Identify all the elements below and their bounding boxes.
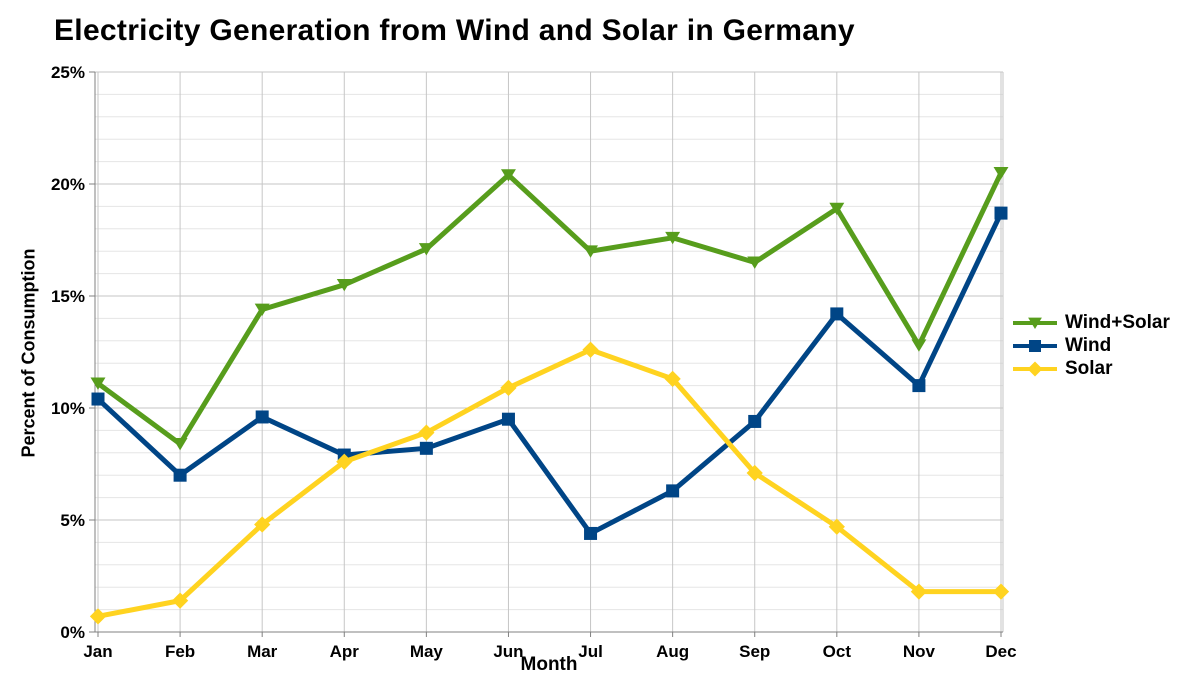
x-tick-label: Feb	[165, 642, 195, 661]
data-point-wind-solar	[254, 303, 270, 316]
y-tick-label: 10%	[51, 399, 85, 418]
data-point-wind	[666, 484, 680, 498]
y-tick-label: 15%	[51, 287, 85, 306]
legend-label: Solar	[1065, 357, 1113, 379]
data-point-wind	[91, 392, 105, 406]
y-tick-label: 0%	[60, 623, 85, 642]
x-tick-label: Jan	[83, 642, 112, 661]
y-tick-label: 20%	[51, 175, 85, 194]
x-axis-title: Month	[520, 654, 578, 675]
data-point-wind	[419, 441, 433, 455]
data-point-wind	[501, 412, 515, 426]
data-point-solar	[664, 370, 681, 388]
chart-title: Electricity Generation from Wind and Sol…	[54, 14, 855, 47]
series-line-wind	[96, 212, 1004, 537]
data-point-wind-solar	[583, 245, 599, 258]
data-point-solar	[500, 379, 517, 396]
data-point-solar	[910, 583, 928, 600]
series-line-solar	[97, 347, 1001, 619]
data-point-wind-solar	[172, 437, 188, 451]
data-point-wind	[255, 410, 269, 424]
x-tick-label: Mar	[247, 642, 278, 661]
data-point-solar	[418, 424, 435, 441]
wind-legend-marker-icon	[1012, 338, 1058, 354]
x-tick-label: Aug	[656, 642, 689, 661]
legend-label: Wind+Solar	[1065, 311, 1170, 333]
data-point-solar	[828, 518, 845, 535]
legend-item: Solar	[1012, 357, 1170, 380]
x-tick-label: Sep	[739, 642, 770, 661]
x-tick-label: May	[410, 642, 444, 661]
legend-item: Wind	[1012, 334, 1170, 357]
x-tick-label: Jun	[493, 642, 523, 661]
data-point-solar	[992, 583, 1010, 600]
data-point-solar	[89, 608, 107, 625]
data-point-wind-solar	[993, 166, 1009, 180]
legend-marker	[1027, 361, 1043, 376]
legend-label: Wind	[1065, 334, 1112, 356]
data-point-wind-solar	[336, 278, 352, 292]
data-point-wind	[912, 379, 926, 393]
data-point-wind	[748, 414, 762, 428]
series-line-wind-solar	[96, 171, 1004, 448]
legend: Wind+Solar Wind Solar	[1012, 311, 1170, 380]
data-point-wind-solar	[500, 169, 516, 182]
data-point-wind	[584, 526, 598, 540]
data-point-solar	[336, 453, 353, 470]
y-tick-label: 25%	[51, 63, 85, 82]
data-point-wind	[173, 468, 187, 482]
data-point-wind	[830, 307, 844, 321]
legend-item: Wind+Solar	[1012, 311, 1170, 334]
y-tick-label: 5%	[60, 511, 85, 530]
data-point-wind-solar	[665, 231, 681, 245]
x-tick-label: Jul	[578, 642, 603, 661]
data-point-wind-solar	[911, 339, 927, 352]
legend-marker	[1028, 317, 1042, 329]
data-point-solar	[746, 464, 763, 482]
data-point-wind-solar	[90, 377, 106, 390]
data-point-solar	[171, 592, 189, 609]
x-tick-label: Nov	[903, 642, 936, 661]
data-point-solar	[254, 516, 271, 533]
data-point-solar	[582, 341, 599, 358]
data-point-wind-solar	[418, 243, 434, 256]
data-point-wind-solar	[747, 256, 763, 269]
wind-solar-legend-marker-icon	[1012, 315, 1058, 331]
x-tick-label: Dec	[985, 642, 1016, 661]
legend-marker	[1029, 339, 1041, 352]
x-tick-label: Apr	[330, 642, 360, 661]
x-tick-label: Oct	[823, 642, 852, 661]
solar-legend-marker-icon	[1012, 361, 1058, 377]
data-point-wind-solar	[829, 202, 845, 216]
data-point-wind	[994, 206, 1008, 220]
